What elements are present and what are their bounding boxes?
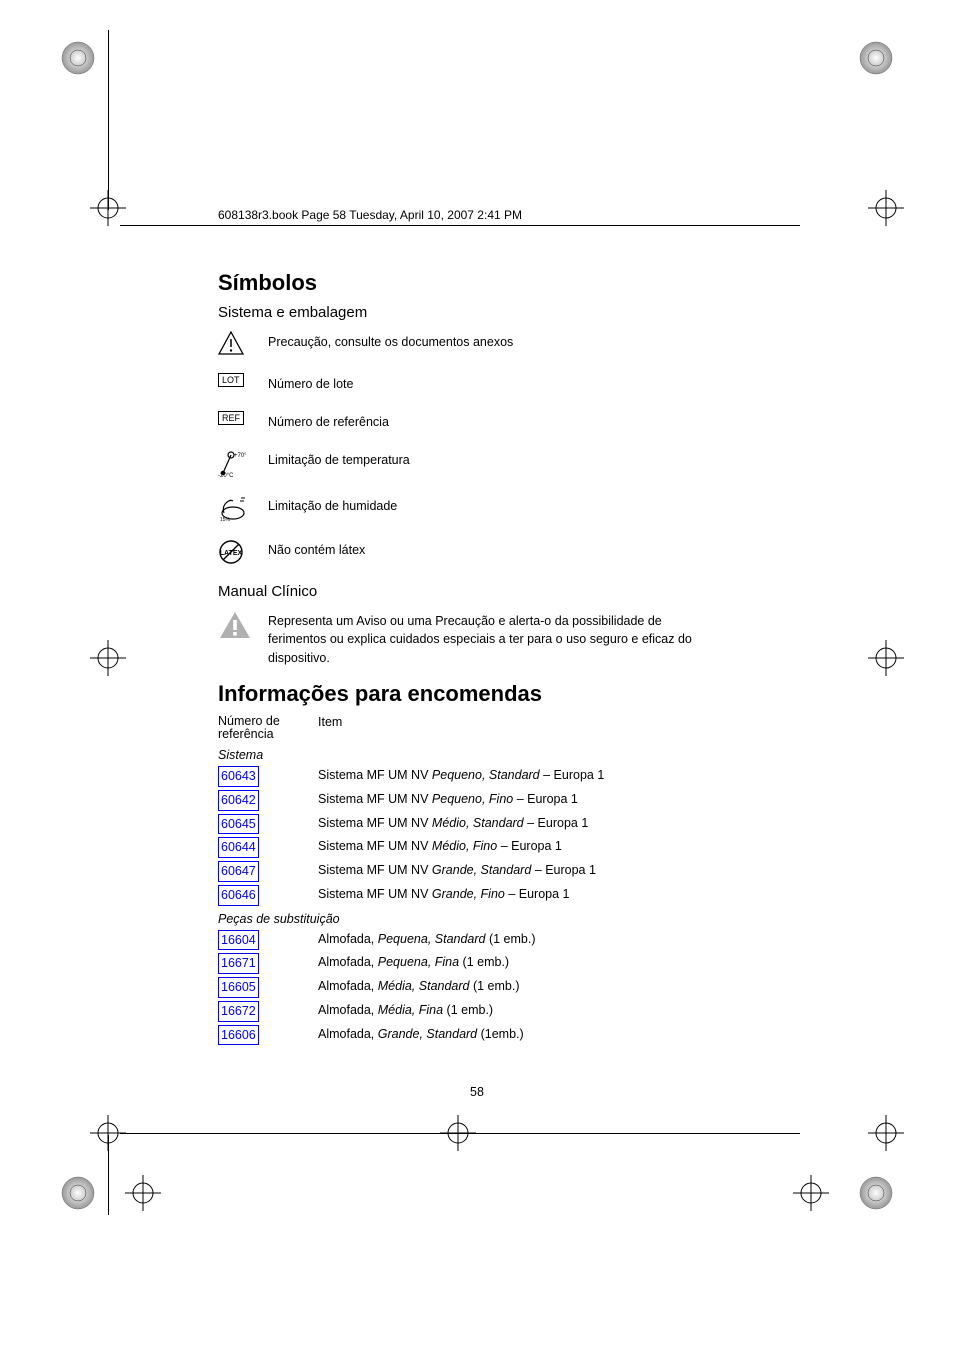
page-content: Símbolos Sistema e embalagem Precaução, … [218,270,738,1048]
registration-mark-icon [60,40,96,81]
ref-link[interactable]: 16672 [218,1001,259,1022]
crop-line [120,225,800,226]
manual-warning-row: Representa um Aviso ou uma Precaução e a… [218,610,738,666]
page-header-text: 608138r3.book Page 58 Tuesday, April 10,… [218,208,522,222]
item-description: Sistema MF UM NV Médio, Fino – Europa 1 [318,837,738,858]
ref-link[interactable]: 60644 [218,837,259,858]
order-row: 60642 Sistema MF UM NV Pequeno, Fino – Eu… [218,790,738,811]
latex-free-icon: LATEX [218,539,268,565]
crosshair-icon [440,1115,476,1156]
order-row: 16672 Almofada, Média, Fina (1 emb.) [218,1001,738,1022]
symbol-row: REFNúmero de referência [218,411,738,431]
ref-link[interactable]: 60647 [218,861,259,882]
registration-mark-icon [858,1175,894,1216]
triangle-exclamation-icon [218,331,268,355]
item-description: Sistema MF UM NV Pequeno, Standard – Eur… [318,766,738,787]
crop-line [108,30,109,210]
ordering-table: Número de referência Item Sistema 60643 Si… [218,715,738,1046]
ref-link[interactable]: 16604 [218,930,259,951]
item-description: Almofada, Pequena, Fina (1 emb.) [318,953,738,974]
order-row: 16671 Almofada, Pequena, Fina (1 emb.) [218,953,738,974]
page-number: 58 [0,1085,954,1099]
thermometer-icon: +70°C -20°C [218,449,268,477]
item-description: Almofada, Média, Fina (1 emb.) [318,1001,738,1022]
manual-warning-text: Representa um Aviso ou uma Precaução e a… [268,610,698,666]
table-header-row: Número de referência Item [218,715,738,743]
symbol-text: Limitação de humidade [268,495,397,515]
humidity-icon: 15% [218,495,268,521]
crosshair-icon [868,190,904,231]
symbol-row: Precaução, consulte os documentos anexos [218,331,738,355]
crosshair-icon [90,640,126,681]
order-row: 16605 Almofada, Média, Standard (1 emb.) [218,977,738,998]
order-row: 60646 Sistema MF UM NV Grande, Fino – Eur… [218,885,738,906]
subheading-system-packaging: Sistema e embalagem [218,304,738,321]
symbol-row: LOTNúmero de lote [218,373,738,393]
symbol-text: Limitação de temperatura [268,449,410,469]
header-ref: Número de referência [218,715,318,743]
symbol-text: Número de lote [268,373,353,393]
symbol-row: LATEXNão contém látex [218,539,738,565]
item-description: Sistema MF UM NV Grande, Standard – Euro… [318,861,738,882]
ref-link[interactable]: 16605 [218,977,259,998]
ref-link[interactable]: 60645 [218,814,259,835]
crop-line [108,1135,109,1215]
ref-link[interactable]: 60643 [218,766,259,787]
svg-text:-20°C: -20°C [218,473,234,477]
lot-icon: LOT [218,373,268,387]
symbols-list: Precaução, consulte os documentos anexos… [218,331,738,565]
item-description: Almofada, Pequena, Standard (1 emb.) [318,930,738,951]
ref-link[interactable]: 16606 [218,1025,259,1046]
symbol-text: Não contém látex [268,539,365,559]
item-description: Sistema MF UM NV Médio, Standard – Europ… [318,814,738,835]
ref-link[interactable]: 16671 [218,953,259,974]
group-label: Sistema [218,748,738,762]
group-label: Peças de substituição [218,912,738,926]
crosshair-icon [125,1175,161,1216]
order-row: 60647 Sistema MF UM NV Grande, Standard –… [218,861,738,882]
subheading-manual: Manual Clínico [218,583,738,600]
crosshair-icon [793,1175,829,1216]
ref-link[interactable]: 60646 [218,885,259,906]
svg-text:15%: 15% [220,517,231,521]
order-row: 16606 Almofada, Grande, Standard (1emb.) [218,1025,738,1046]
svg-text:+70°C: +70°C [234,453,246,459]
order-row: 60645 Sistema MF UM NV Médio, Standard – … [218,814,738,835]
registration-mark-icon [858,40,894,81]
item-description: Sistema MF UM NV Grande, Fino – Europa 1 [318,885,738,906]
symbol-text: Número de referência [268,411,389,431]
registration-mark-icon [60,1175,96,1216]
header-item: Item [318,715,738,743]
symbol-row: 15% Limitação de humidade [218,495,738,521]
ref-link[interactable]: 60642 [218,790,259,811]
order-row: 60643 Sistema MF UM NV Pequeno, Standard … [218,766,738,787]
heading-symbols: Símbolos [218,270,738,296]
heading-ordering: Informações para encomendas [218,681,738,707]
crosshair-icon [868,1115,904,1156]
item-description: Almofada, Média, Standard (1 emb.) [318,977,738,998]
warning-triangle-icon [218,610,268,645]
ref-icon: REF [218,411,268,425]
crosshair-icon [868,640,904,681]
order-row: 60644 Sistema MF UM NV Médio, Fino – Euro… [218,837,738,858]
item-description: Sistema MF UM NV Pequeno, Fino – Europa … [318,790,738,811]
symbol-text: Precaução, consulte os documentos anexos [268,331,513,351]
symbol-row: +70°C -20°C Limitação de temperatura [218,449,738,477]
item-description: Almofada, Grande, Standard (1emb.) [318,1025,738,1046]
order-row: 16604 Almofada, Pequena, Standard (1 emb.… [218,930,738,951]
